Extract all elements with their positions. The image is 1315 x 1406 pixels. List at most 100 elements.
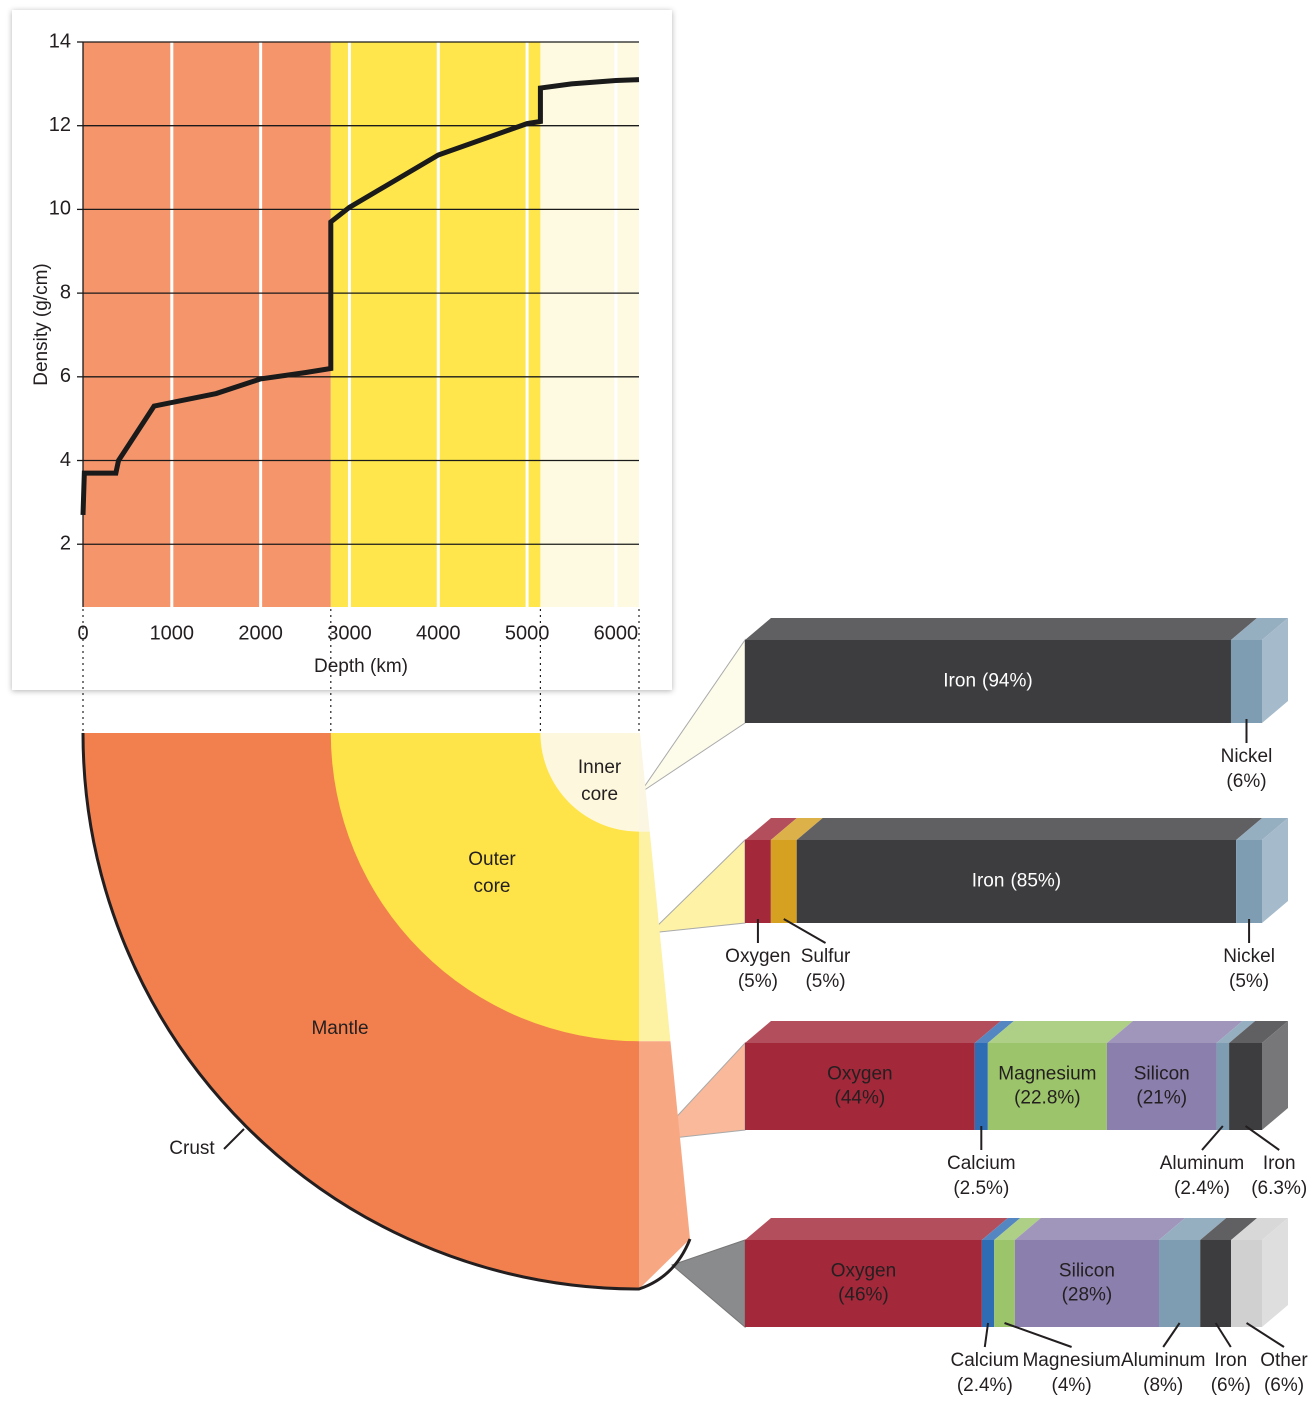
leader-line [1246, 1322, 1285, 1348]
bar-top [987, 1021, 1133, 1043]
region-band [330, 42, 541, 607]
segment-name: Aluminum [1121, 1350, 1205, 1371]
segment-value: (2.4%) [1174, 1178, 1230, 1199]
segment-value: (46%) [838, 1285, 889, 1306]
x-tick-label: 3000 [327, 622, 372, 644]
segment-value: (6.3%) [1251, 1178, 1307, 1199]
leader-line [1162, 1322, 1181, 1348]
bar-top [745, 818, 797, 840]
bar-top [981, 1218, 1021, 1240]
segment-name: Nickel [1223, 946, 1275, 967]
segment-value: (2.5%) [953, 1178, 1009, 1199]
leader-line [1244, 1125, 1280, 1151]
bar-top [1200, 1218, 1258, 1240]
earth-diagram [81, 638, 746, 1329]
segment-value: (4%) [1052, 1375, 1092, 1396]
y-tick-label: 2 [60, 533, 71, 555]
leader-line [783, 918, 827, 944]
bar-segment [745, 840, 771, 923]
bar-side [1262, 618, 1288, 723]
segment-name: Magnesium [1022, 1350, 1120, 1371]
region-band [540, 42, 639, 607]
y-tick-label: 6 [60, 365, 71, 387]
x-tick-label: 1000 [150, 622, 195, 644]
bar-segment [1231, 1240, 1262, 1327]
bar-segment [1200, 1240, 1232, 1327]
y-tick-label: 14 [49, 30, 71, 52]
segment-value: (28%) [1062, 1285, 1113, 1306]
outer-core [330, 733, 639, 1042]
bar-top [745, 1021, 1001, 1043]
x-tick-label: 6000 [594, 622, 639, 644]
bar-top [796, 818, 1263, 840]
segment-name: Silicon [1059, 1261, 1115, 1282]
bar-segment [796, 840, 1237, 923]
bar-side [1262, 818, 1288, 923]
density-line [80, 77, 640, 516]
diagram-label: Outer [468, 849, 516, 870]
segment-name: Iron [972, 871, 1005, 892]
diagram-label: core [474, 876, 511, 897]
leader-line [983, 1322, 990, 1348]
bar-top [1231, 1218, 1288, 1240]
segment-value: (5%) [738, 971, 778, 992]
leader-line [223, 1128, 245, 1150]
y-tick-label: 10 [49, 198, 71, 220]
bar-top [1159, 1218, 1227, 1240]
region-band [83, 42, 331, 607]
bar-segment [1106, 1043, 1217, 1130]
bar-top [1236, 818, 1288, 840]
bar-top [745, 1218, 1008, 1240]
composition-bars: Iron (94%)Nickel(6%)Iron (85%)Oxygen(5%)Su… [725, 618, 1308, 1396]
bar-segment [1229, 1043, 1262, 1130]
segment-value: (21%) [1136, 1088, 1187, 1109]
bar-segment [974, 1043, 988, 1130]
segment-value: (6%) [1226, 771, 1266, 792]
segment-value: (2.4%) [957, 1375, 1013, 1396]
diagram-label: Crust [169, 1138, 215, 1159]
bar-top [1216, 1021, 1256, 1043]
segment-value: (22.8%) [1014, 1088, 1081, 1109]
segment-name: Oxygen [725, 946, 790, 967]
bar-segment [1230, 640, 1262, 723]
bar-top [1230, 618, 1288, 640]
segment-name: Sulfur [801, 946, 851, 967]
segment-name: Nickel [1221, 746, 1273, 767]
bar-segment [770, 840, 797, 923]
y-tick-label: 4 [60, 449, 71, 471]
segment-name: Iron [1263, 1153, 1296, 1174]
diagram-label: Mantle [311, 1018, 368, 1039]
segment-name: Calcium [947, 1153, 1016, 1174]
segment-value: (5%) [805, 971, 845, 992]
bar-segment [745, 640, 1231, 723]
segment-name: Iron [1214, 1350, 1247, 1371]
bar-segment [1014, 1240, 1160, 1327]
segment-name: Oxygen [827, 1064, 892, 1085]
y-tick-label: 12 [49, 114, 71, 136]
y-axis-title: Density (g/cm) [31, 263, 52, 385]
segment-name: Silicon [1134, 1064, 1190, 1085]
bar-top [974, 1021, 1014, 1043]
segment-value: (6%) [1211, 1375, 1251, 1396]
y-tick-label: 8 [60, 281, 71, 303]
segment-value: (44%) [835, 1088, 886, 1109]
bar-segment [1159, 1240, 1201, 1327]
x-tick-label: 2000 [238, 622, 283, 644]
x-tick-label: 5000 [505, 622, 550, 644]
bar-top [1106, 1021, 1243, 1043]
bar-side [1262, 1218, 1288, 1327]
bar-side [1262, 1021, 1288, 1130]
leader-line [1201, 1125, 1224, 1151]
slice-edge [639, 733, 650, 832]
diagram-label: core [581, 784, 618, 805]
segment-value: (94%) [982, 671, 1033, 692]
bar-segment [745, 1043, 975, 1130]
slice-edge [639, 1041, 690, 1289]
bar-top [994, 1218, 1041, 1240]
bar-segment [1236, 840, 1262, 923]
bar-segment [981, 1240, 995, 1327]
density-chart: 0 1000 2000 3000 4000 5000 60002468101214Depth… [31, 30, 640, 733]
segment-name: Iron [943, 671, 976, 692]
